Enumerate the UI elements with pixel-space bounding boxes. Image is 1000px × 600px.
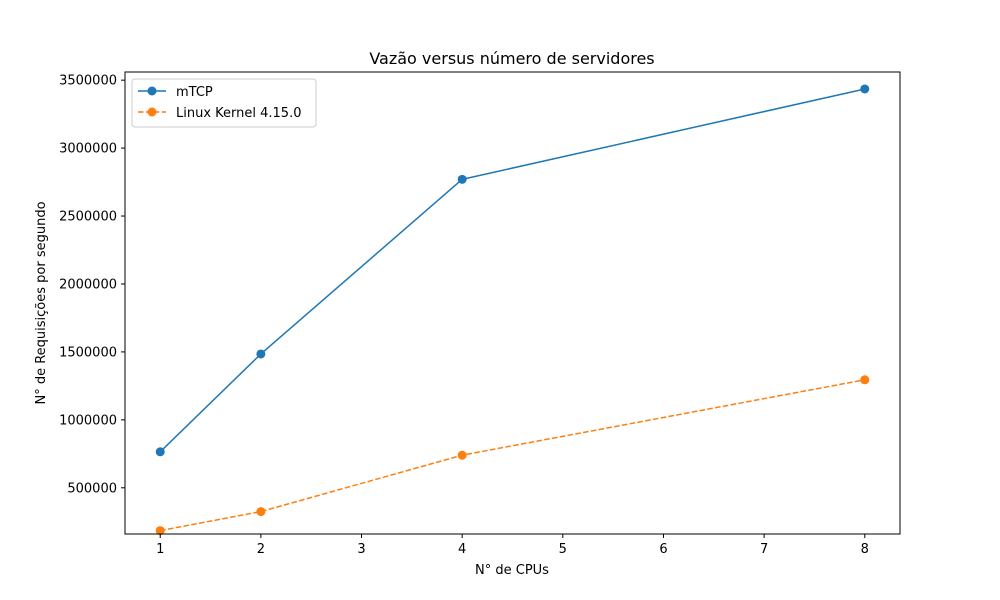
legend-swatch-mtcp-marker xyxy=(147,86,157,96)
y-tick-label: 500000 xyxy=(67,481,117,496)
x-tick-label: 2 xyxy=(257,542,265,557)
data-point-mtcp xyxy=(457,174,467,184)
data-point-mtcp xyxy=(155,447,165,457)
data-point-mtcp xyxy=(256,349,266,359)
y-tick-label: 1500000 xyxy=(59,345,117,360)
y-tick-label: 2000000 xyxy=(59,277,117,292)
legend-label-mtcp: mTCP xyxy=(176,85,213,100)
x-tick-label: 1 xyxy=(156,542,164,557)
chart-title: Vazão versus número de servidores xyxy=(369,49,654,68)
data-point-linux-kernel xyxy=(155,526,165,536)
plot-area-frame xyxy=(124,71,901,535)
legend-box xyxy=(131,78,317,128)
y-tick-label: 1000000 xyxy=(59,413,117,428)
legend: mTCP Linux Kernel 4.15.0 xyxy=(131,78,317,128)
x-tick-label: 5 xyxy=(559,542,567,557)
x-tick-label: 3 xyxy=(357,542,365,557)
legend-swatch-linux-marker xyxy=(147,107,157,117)
x-axis-title: N° de CPUs xyxy=(475,563,549,578)
x-tick-label: 4 xyxy=(458,542,466,557)
data-point-mtcp xyxy=(860,84,870,94)
series-line-linux-kernel xyxy=(160,379,865,532)
y-tick-label: 2500000 xyxy=(59,210,117,225)
data-point-linux-kernel xyxy=(860,375,870,385)
series-line-mtcp xyxy=(159,88,865,453)
y-tick-label: 3500000 xyxy=(59,74,117,89)
x-tick-label: 8 xyxy=(861,542,869,557)
data-point-linux-kernel xyxy=(457,450,467,460)
y-axis: 500000 1000000 1500000 2000000 2500000 300000… xyxy=(59,74,125,496)
x-axis: 1 2 3 4 5 6 7 8 xyxy=(156,534,869,557)
legend-label-linux: Linux Kernel 4.15.0 xyxy=(176,106,301,121)
y-axis-title: N° de Requisições por segundo xyxy=(34,201,49,404)
x-tick-label: 7 xyxy=(760,542,768,557)
y-tick-label: 3000000 xyxy=(59,142,117,157)
series-layer xyxy=(155,84,870,536)
data-point-linux-kernel xyxy=(256,507,266,517)
x-tick-label: 6 xyxy=(659,542,667,557)
